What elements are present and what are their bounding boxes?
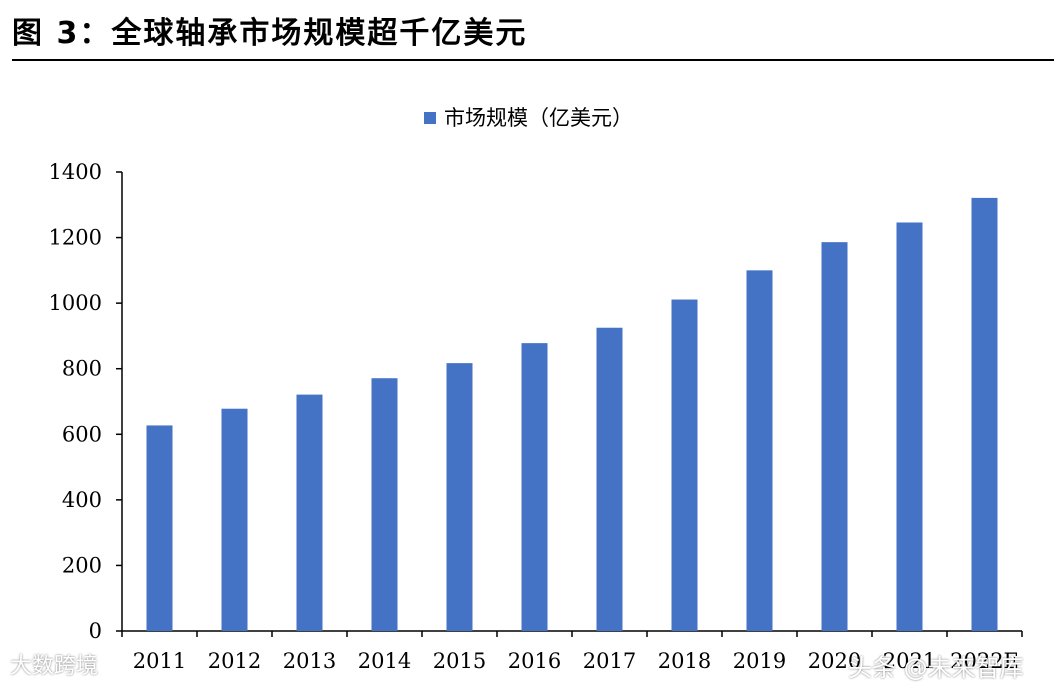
- title-divider: [12, 59, 1054, 61]
- y-tick-label: 1200: [49, 226, 102, 250]
- bar-2013: [296, 394, 323, 631]
- legend-label: 市场规模（亿美元）: [444, 106, 633, 130]
- y-tick-label: 200: [62, 553, 102, 577]
- bar-2017: [596, 327, 623, 631]
- x-tick-label: 2021: [883, 649, 936, 673]
- bar-2011: [146, 425, 173, 631]
- bar-2019: [746, 270, 773, 631]
- page-title: 图 3：全球轴承市场规模超千亿美元: [12, 16, 528, 51]
- y-tick-label: 0: [89, 619, 102, 643]
- watermark-left: 大数跨境: [10, 654, 99, 679]
- axes: 0 200 400 600 800 1000 1200 1400 2011 2012 2013 201…: [49, 160, 1023, 673]
- bars: [146, 197, 998, 632]
- y-tick-label: 1400: [49, 160, 102, 184]
- bar-2012: [221, 408, 248, 631]
- x-tick-label: 2016: [508, 649, 561, 673]
- y-tick-label: 1000: [49, 291, 102, 315]
- x-tick-label: 2017: [583, 649, 636, 673]
- bar-2018: [671, 299, 698, 631]
- y-tick-label: 400: [62, 488, 102, 512]
- bar-2021: [896, 222, 923, 632]
- bar-2022E: [971, 197, 998, 632]
- bar-2020: [821, 242, 848, 631]
- x-tick-label: 2013: [283, 649, 336, 673]
- x-tick-label: 2014: [358, 649, 411, 673]
- x-tick-label: 2018: [658, 649, 711, 673]
- x-tick-label: 2015: [433, 649, 486, 673]
- bar-2016: [521, 343, 548, 631]
- legend: 市场规模（亿美元）: [424, 106, 633, 130]
- x-tick-label: 2012: [208, 649, 261, 673]
- bar-2015: [446, 363, 473, 631]
- watermark-right: 头条 @未来智库: [848, 654, 1024, 682]
- x-tick-label: 2022E: [950, 649, 1019, 673]
- x-tick-label: 2011: [133, 649, 186, 673]
- x-tick-label: 2020: [808, 649, 861, 673]
- x-tick-label: 2019: [733, 649, 786, 673]
- bar-2014: [371, 378, 398, 631]
- y-tick-label: 800: [62, 357, 102, 381]
- y-tick-label: 600: [62, 422, 102, 446]
- legend-swatch: [424, 112, 436, 124]
